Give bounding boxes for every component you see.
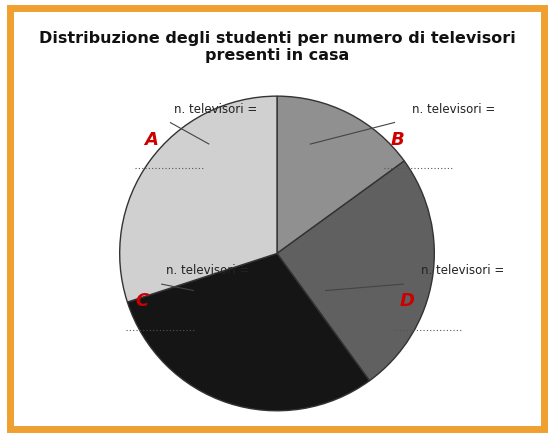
Wedge shape bbox=[127, 253, 370, 411]
Wedge shape bbox=[277, 161, 434, 381]
Text: n. televisori =: n. televisori = bbox=[421, 264, 505, 277]
Wedge shape bbox=[120, 96, 277, 302]
Text: D: D bbox=[399, 292, 414, 310]
Text: n. televisori =: n. televisori = bbox=[175, 103, 258, 116]
Text: B: B bbox=[391, 131, 404, 149]
Wedge shape bbox=[277, 96, 404, 253]
Text: n. televisori =: n. televisori = bbox=[166, 264, 249, 277]
Text: Distribuzione degli studenti per numero di televisori
presenti in casa: Distribuzione degli studenti per numero … bbox=[39, 31, 515, 63]
Text: C: C bbox=[135, 292, 148, 310]
Text: n. televisori =: n. televisori = bbox=[413, 103, 496, 116]
Text: A: A bbox=[143, 131, 157, 149]
